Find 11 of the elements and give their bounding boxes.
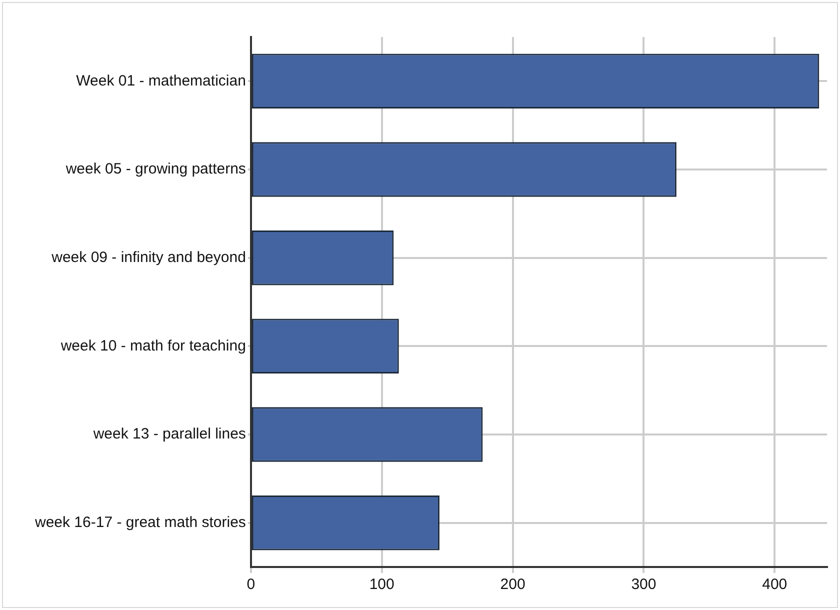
x-tick-label: 100 [369, 576, 394, 594]
x-tick-label: 200 [500, 576, 526, 594]
y-tick-label: week 09 - infinity and beyond [50, 248, 246, 266]
y-tick-label: week 10 - math for teaching [60, 337, 246, 354]
x-tick-label: 300 [631, 576, 656, 594]
x-tick-label: 400 [762, 576, 788, 594]
x-tick-label: 0 [246, 576, 256, 594]
y-tick-label: week 16-17 - great math stories [34, 514, 246, 531]
y-tick-label: week 05 - growing patterns [64, 160, 246, 178]
y-tick-label: week 13 - parallel lines [92, 426, 246, 443]
y-tick-label: Week 01 - mathematician [76, 72, 246, 90]
